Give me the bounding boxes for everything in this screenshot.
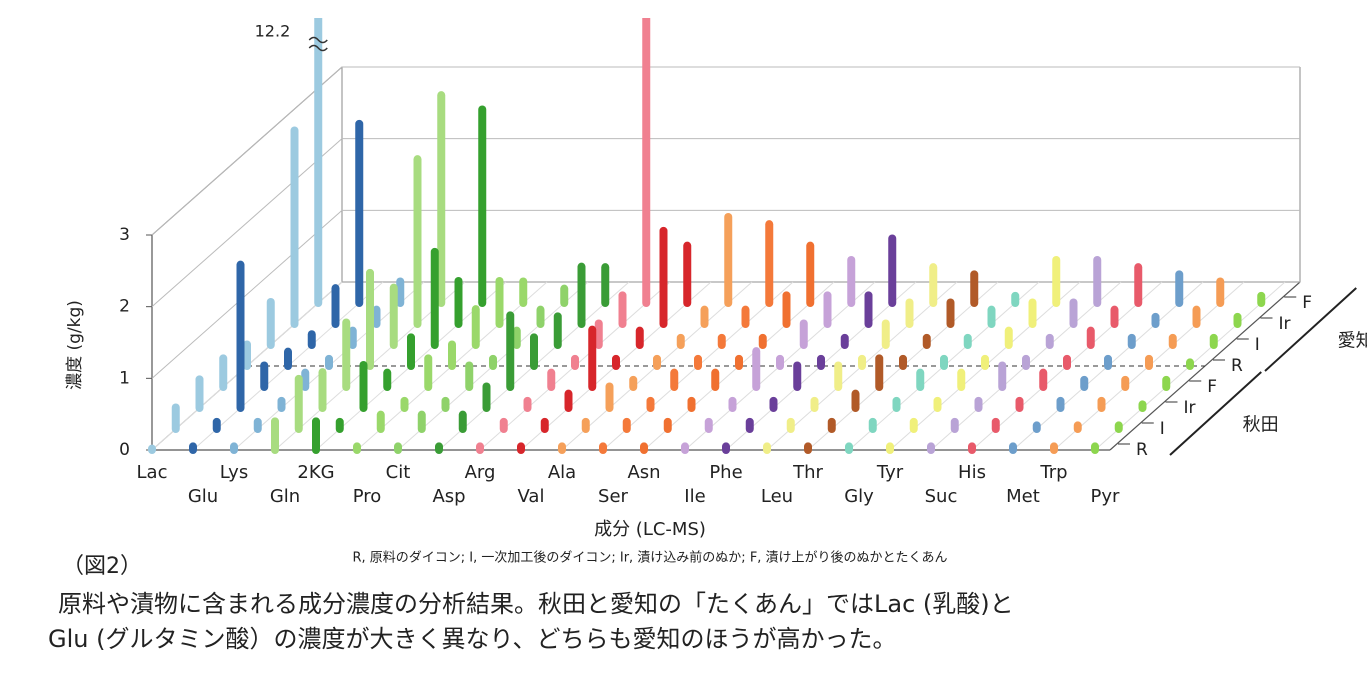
group-label: 愛知 (1338, 331, 1367, 352)
x-tick-label: Asp (432, 486, 465, 507)
value-label: 12.2 (255, 22, 291, 41)
x-tick-label: Phe (709, 462, 742, 483)
caption-line: Glu (グルタミン酸）の濃度が大きく異なり、どちらも愛知のほうが高かった。 (48, 625, 897, 653)
y-axis-title: 濃度 (g/kg) (65, 300, 85, 390)
x-tick-label: Trp (1039, 462, 1067, 483)
x-tick-label: Arg (465, 462, 496, 483)
y-tick-label: 1 (119, 368, 130, 388)
x-tick-label: Tyr (876, 462, 904, 483)
x-tick-label: Met (1006, 486, 1040, 507)
x-tick-label: Lys (220, 462, 248, 483)
x-tick-label: Pro (353, 486, 382, 507)
row-label: Ir (1279, 314, 1291, 334)
row-label: I (1160, 419, 1165, 439)
x-tick-label: Gly (844, 486, 874, 507)
x-tick-label: Cit (386, 462, 411, 483)
figure-label: （図2） (62, 554, 142, 579)
x-tick-label: Thr (792, 462, 823, 483)
x-tick-label: Leu (761, 486, 793, 507)
x-tick-label: 2KG (297, 462, 334, 483)
x-tick-label: Glu (188, 486, 218, 507)
caption-line: 原料や漬物に含まれる成分濃度の分析結果。秋田と愛知の「たくあん」ではLac (乳… (58, 590, 1014, 618)
x-tick-label: Val (518, 486, 545, 507)
bars (148, 18, 1266, 454)
x-tick-label: His (958, 462, 986, 483)
grid-line (151, 138, 343, 308)
x-tick-label: Ala (548, 462, 576, 483)
x-axis-title: 成分 (LC-MS) (594, 519, 706, 540)
axis-break (308, 36, 328, 52)
x-tick-label: Pyr (1091, 486, 1121, 507)
row-label: R (1231, 356, 1243, 376)
y-tick-label: 3 (119, 225, 130, 245)
y-tick-label: 0 (119, 440, 130, 460)
row-label: Ir (1184, 398, 1196, 418)
row-label: R (1136, 440, 1148, 460)
row-label: I (1255, 335, 1260, 355)
group-label: 秋田 (1243, 415, 1279, 436)
row-label: F (1302, 293, 1312, 313)
x-tick-label: Suc (925, 486, 958, 507)
x-tick-label: Lac (137, 462, 168, 483)
x-tick-label: Asn (627, 462, 660, 483)
grid-line (151, 209, 343, 379)
x-tick-label: Ser (598, 486, 629, 507)
grid-line (151, 66, 343, 236)
row-label: F (1207, 377, 1217, 397)
x-tick-label: Gln (270, 486, 300, 507)
x-tick-label: Ile (684, 486, 705, 507)
group-bracket (1264, 287, 1357, 372)
y-tick-label: 2 (119, 297, 130, 317)
legend-note: R, 原料のダイコン; I, 一次加工後のダイコン; Ir, 漬け込み前のぬか;… (352, 550, 947, 566)
group-bracket (1169, 371, 1262, 456)
